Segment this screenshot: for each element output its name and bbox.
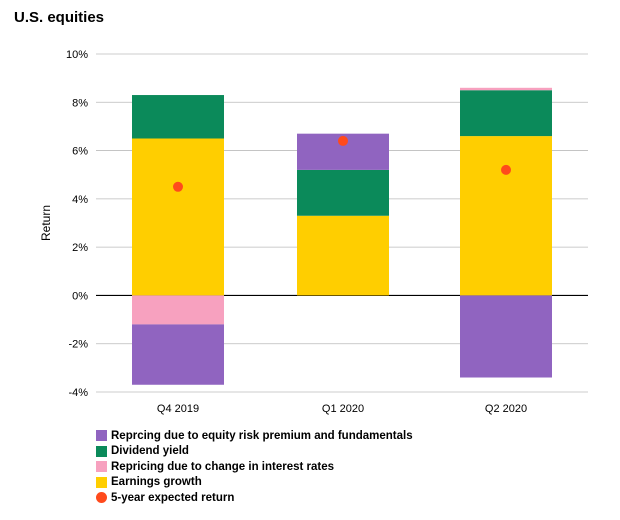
stacked-bar-chart: 10% 8% 6% 4% 2% 0% -2% -4% Return Q4 2019 Q1 2020 Q…	[39, 49, 588, 415]
legend-swatch	[96, 461, 107, 473]
legend-marker-icon	[96, 492, 107, 504]
legend-item: Dividend yield	[96, 444, 413, 460]
y-axis-label: Return	[39, 205, 53, 241]
bar-segment	[460, 136, 552, 296]
x-tick-label: Q1 2020	[322, 403, 364, 415]
y-tick-label: -2%	[68, 339, 88, 351]
x-tick-label: Q4 2019	[157, 403, 199, 415]
legend-item: 5-year expected return	[96, 490, 413, 506]
bar-segment	[297, 169, 389, 216]
bar-segment	[460, 87, 552, 91]
expected-return-marker	[338, 135, 348, 146]
chart-title: U.S. equities	[14, 9, 105, 26]
chart-legend: Reprcing due to equity risk premium and …	[96, 428, 413, 506]
y-tick-label: 4%	[72, 194, 88, 206]
legend-item: Earnings growth	[96, 475, 413, 491]
bar-segment	[460, 90, 552, 137]
legend-label: 5-year expected return	[111, 491, 235, 504]
legend-item: Repricing due to change in interest rate…	[96, 459, 413, 475]
bar-segment	[132, 295, 224, 325]
legend-label: Reprcing due to equity risk premium and …	[111, 429, 413, 442]
y-tick-label: 2%	[72, 242, 88, 254]
legend-swatch	[96, 476, 107, 488]
legend-label: Earnings growth	[111, 476, 202, 489]
bar-segment	[132, 138, 224, 296]
y-tick-label: 8%	[72, 97, 88, 109]
bar-segment	[132, 324, 224, 385]
y-tick-label: 0%	[72, 290, 88, 302]
bar-segment	[132, 95, 224, 139]
expected-return-marker	[501, 164, 511, 175]
legend-label: Dividend yield	[111, 445, 189, 458]
bar-segment	[297, 215, 389, 296]
legend-label: Repricing due to change in interest rate…	[111, 460, 335, 473]
expected-return-marker	[173, 181, 183, 192]
legend-swatch	[96, 445, 107, 457]
legend-item: Reprcing due to equity risk premium and …	[96, 428, 413, 444]
x-tick-label: Q2 2020	[485, 403, 527, 415]
y-tick-label: 6%	[72, 146, 88, 158]
y-tick-label: -4%	[68, 387, 88, 399]
bar-segment	[460, 295, 552, 378]
legend-swatch	[96, 430, 107, 442]
y-tick-label: 10%	[66, 49, 88, 61]
